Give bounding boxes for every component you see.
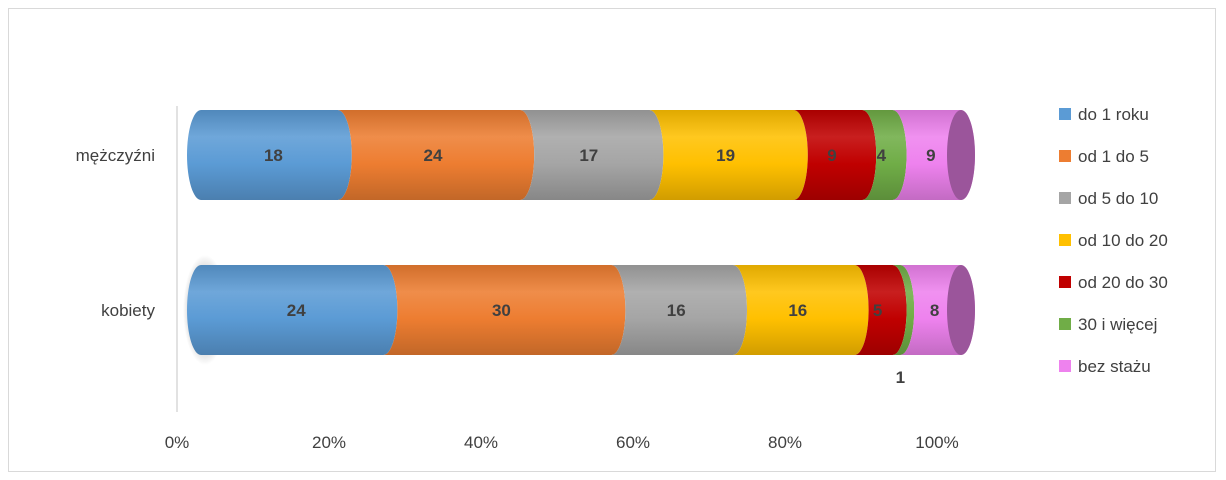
- legend-label: do 1 roku: [1078, 105, 1149, 124]
- data-label: 5: [873, 301, 882, 320]
- legend-swatch: [1059, 234, 1071, 246]
- data-label: 17: [579, 146, 598, 165]
- data-label: 19: [716, 146, 735, 165]
- data-label: 1: [896, 368, 905, 387]
- category-label: kobiety: [101, 301, 155, 320]
- bar-segment-do-1-roku: [187, 265, 398, 355]
- legend-swatch: [1059, 108, 1071, 120]
- x-tick-label: 0%: [165, 433, 190, 452]
- data-label: 8: [930, 301, 939, 320]
- bar-segment-30-i-więcej: [862, 110, 907, 200]
- legend-label: bez stażu: [1078, 357, 1151, 376]
- bar-segment-od-20-do-30: [854, 265, 907, 355]
- legend-label: 30 i więcej: [1078, 315, 1157, 334]
- legend-swatch: [1059, 192, 1071, 204]
- data-label: 18: [264, 146, 283, 165]
- legend-swatch: [1059, 318, 1071, 330]
- bar-segment-do-1-roku: [187, 110, 352, 200]
- bar-segment-od-10-do-20: [649, 110, 808, 200]
- x-tick-label: 60%: [616, 433, 650, 452]
- legend-label: od 1 do 5: [1078, 147, 1149, 166]
- data-label: 9: [827, 146, 836, 165]
- category-label: mężczyźni: [76, 146, 155, 165]
- bar-segment-od-5-do-10: [520, 110, 664, 200]
- bar-segment-od-5-do-10: [611, 265, 747, 355]
- x-tick-label: 40%: [464, 433, 498, 452]
- data-label: 9: [926, 146, 935, 165]
- bar-segment-od-1-do-5: [337, 110, 535, 200]
- bar-segment-od-1-do-5: [383, 265, 626, 355]
- bar-segment-od-20-do-30: [793, 110, 877, 200]
- data-label: 24: [287, 301, 306, 320]
- x-tick-label: 80%: [768, 433, 802, 452]
- data-label: 16: [667, 301, 686, 320]
- data-label: 24: [424, 146, 443, 165]
- x-tick-label: 100%: [915, 433, 958, 452]
- data-label: 30: [492, 301, 511, 320]
- bar-segment-30-i-więcej: [892, 265, 915, 355]
- bar-end-cap: [947, 110, 975, 200]
- legend-label: od 10 do 20: [1078, 231, 1168, 250]
- legend-swatch: [1059, 150, 1071, 162]
- data-label: 16: [788, 301, 807, 320]
- legend-label: od 20 do 30: [1078, 273, 1168, 292]
- chart-area: [8, 8, 1216, 472]
- x-tick-label: 20%: [312, 433, 346, 452]
- bar-end-cap: [947, 265, 975, 355]
- legend-swatch: [1059, 276, 1071, 288]
- bar-segment-od-10-do-20: [733, 265, 869, 355]
- legend-swatch: [1059, 360, 1071, 372]
- legend-label: od 5 do 10: [1078, 189, 1158, 208]
- data-label: 4: [877, 146, 887, 165]
